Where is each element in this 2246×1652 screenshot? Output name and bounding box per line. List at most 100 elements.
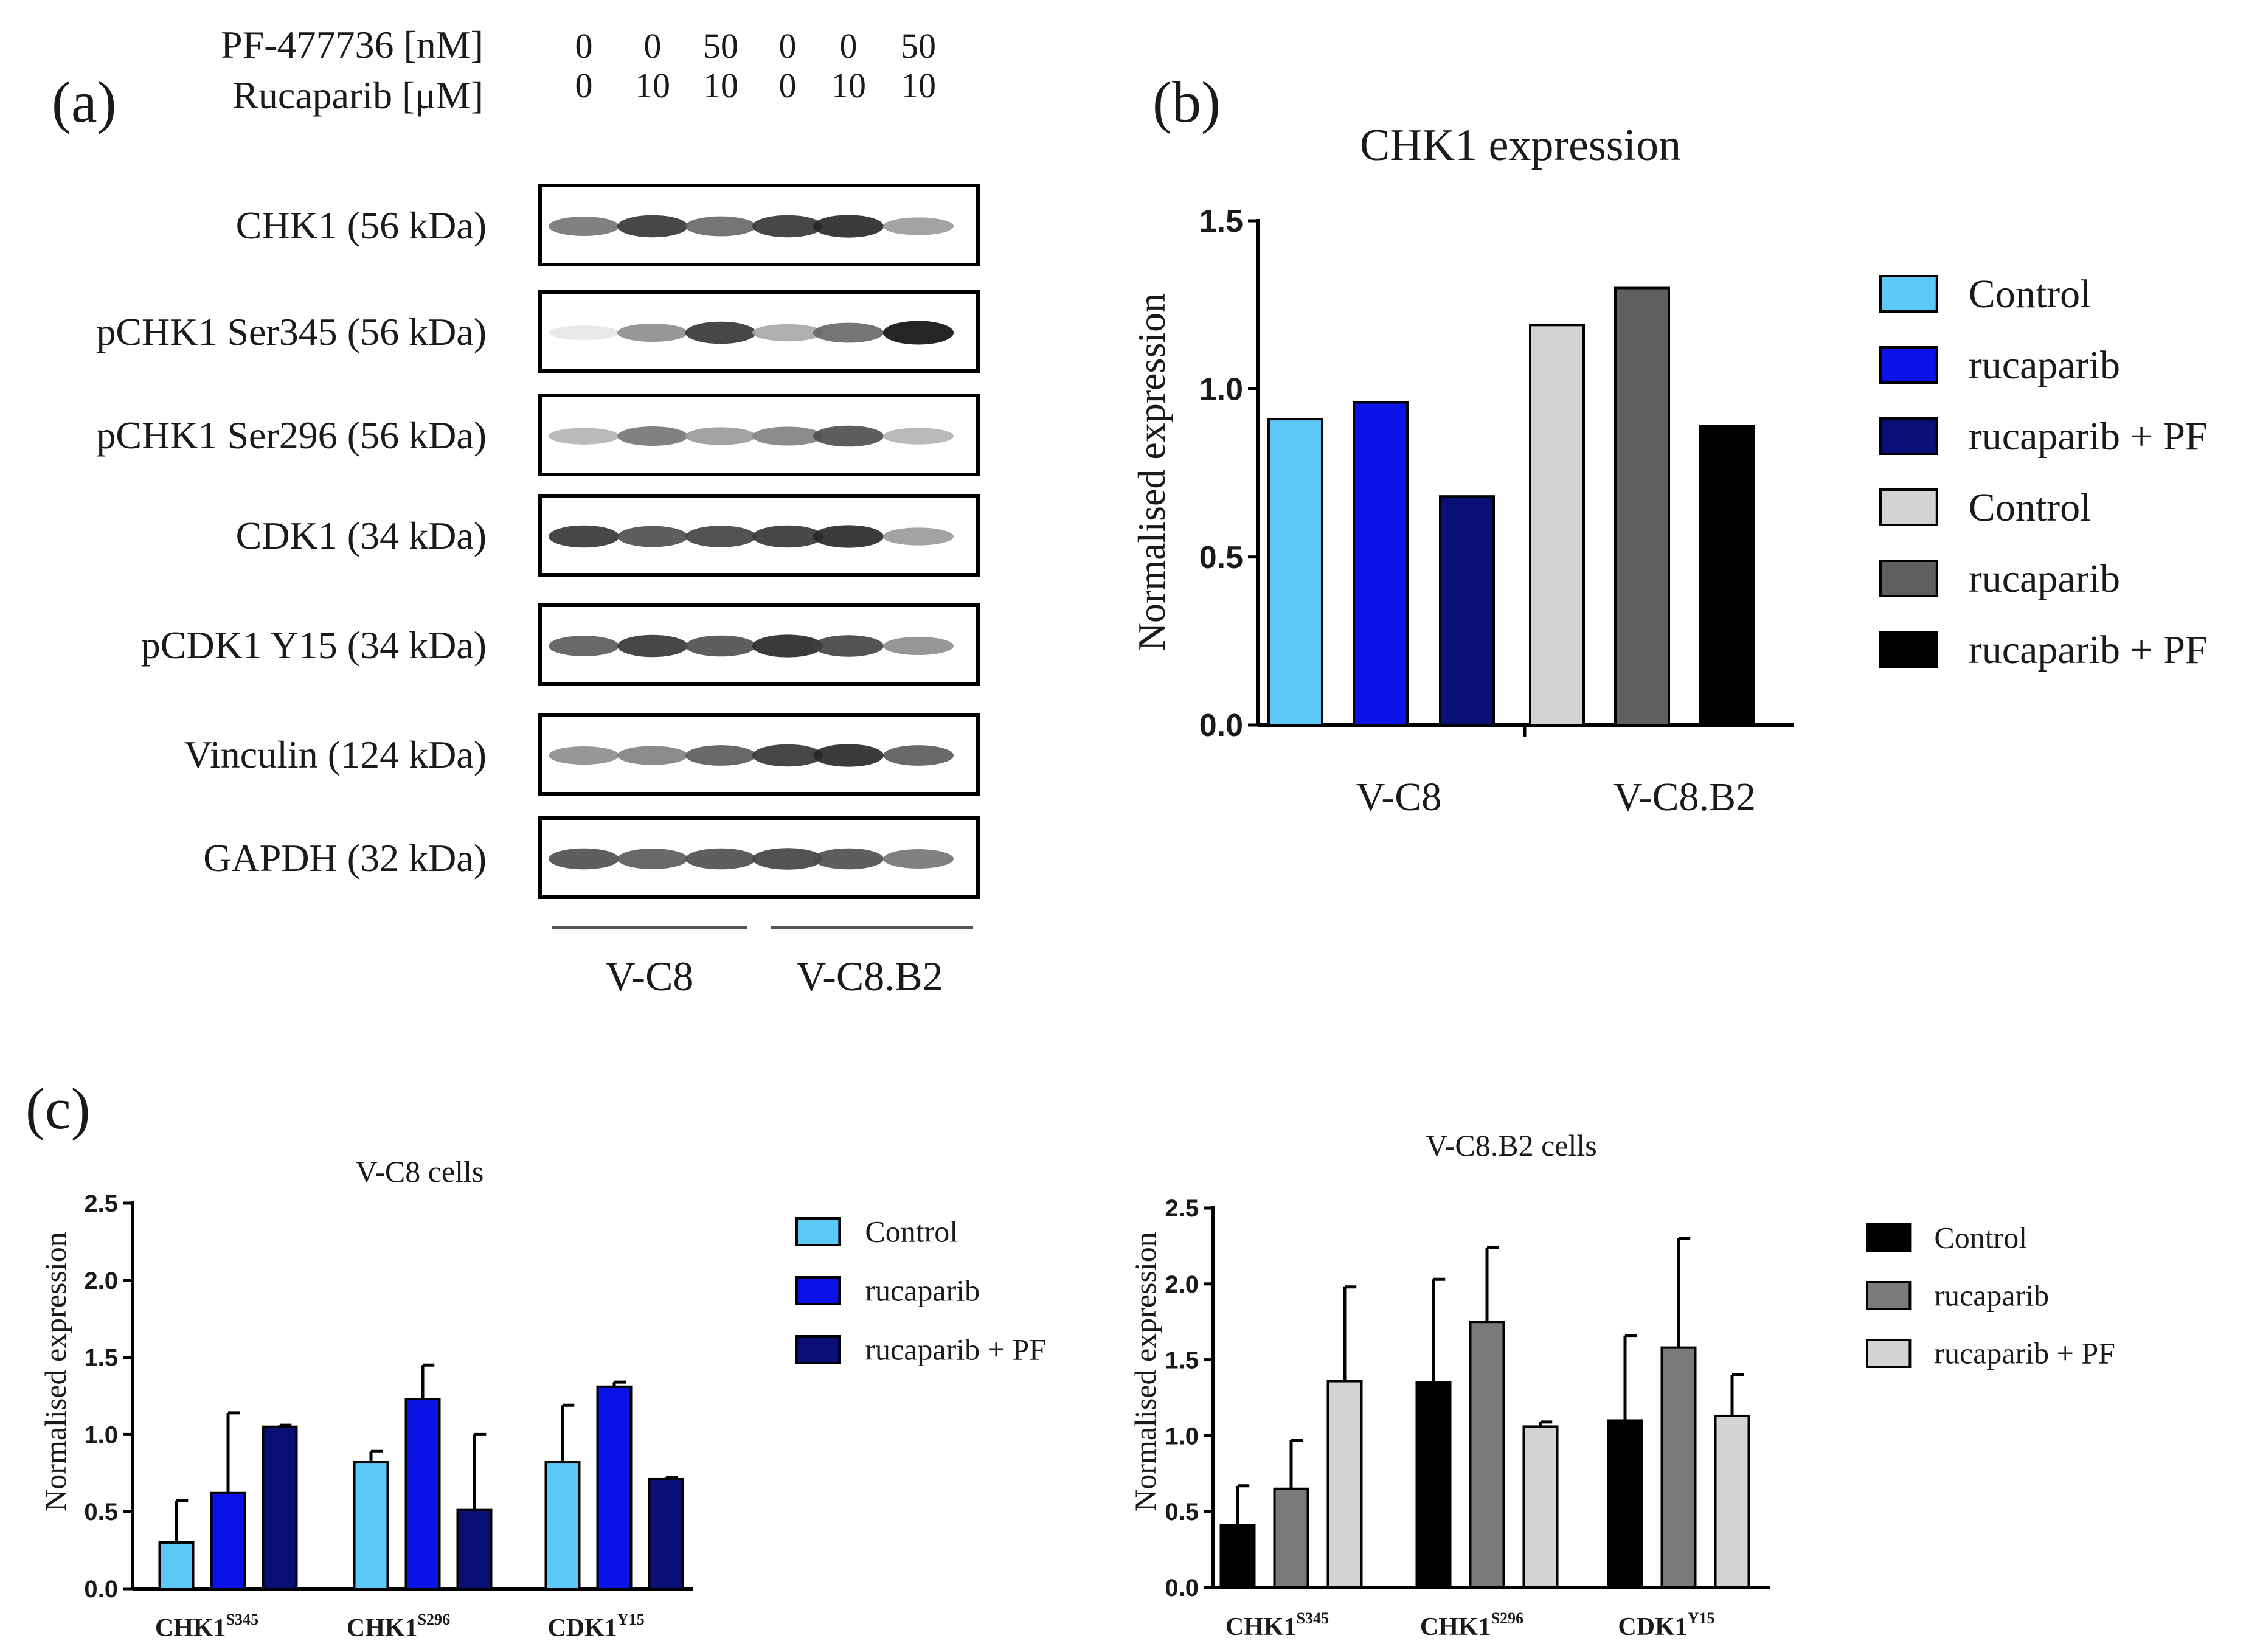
x-category-base: CHK1 bbox=[347, 1614, 418, 1642]
blot-band bbox=[813, 425, 884, 447]
bar bbox=[1529, 324, 1585, 726]
blot-band bbox=[813, 744, 884, 767]
y-tick-label: 1.0 bbox=[1165, 1423, 1199, 1449]
bar bbox=[1607, 1419, 1643, 1589]
chart-c2-ylabel: Normalised expression bbox=[1128, 1232, 1162, 1511]
y-tick-label: 0.0 bbox=[84, 1576, 118, 1603]
y-tick-label: 1.0 bbox=[1199, 372, 1243, 408]
bar bbox=[1267, 418, 1323, 726]
blot-band bbox=[883, 636, 954, 656]
blot-label: pCDK1 Y15 (34 kDa) bbox=[141, 623, 487, 667]
y-tick-label: 2.5 bbox=[1165, 1195, 1199, 1222]
legend-label: rucaparib bbox=[1969, 557, 2120, 601]
y-tick-label: 0.0 bbox=[1165, 1575, 1199, 1602]
x-category-base: CDK1 bbox=[1618, 1613, 1687, 1641]
blot-band bbox=[813, 215, 884, 238]
blot-label: pCHK1 Ser345 (56 kDa) bbox=[96, 310, 487, 353]
treatment-value: 0 bbox=[779, 66, 797, 105]
legend-label: rucaparib bbox=[1934, 1279, 2049, 1313]
blot-band bbox=[883, 428, 954, 445]
chart-b-plot: 0.0 0.5 1.0 1.5 V-C8 V-C8.B2 bbox=[1199, 204, 1794, 819]
x-category-label: V-C8 bbox=[1356, 775, 1442, 819]
bar bbox=[210, 1491, 246, 1591]
blot-band bbox=[617, 426, 688, 446]
blot-band bbox=[813, 848, 884, 870]
treatment-value: 50 bbox=[703, 26, 738, 66]
blot-band bbox=[813, 322, 884, 343]
bar bbox=[1353, 401, 1409, 726]
blot-band bbox=[685, 427, 756, 445]
legend-swatch bbox=[795, 1217, 841, 1246]
bar bbox=[353, 1461, 389, 1591]
treatment-value: 10 bbox=[635, 66, 670, 105]
legend-swatch bbox=[1879, 560, 1938, 597]
blot-band bbox=[549, 525, 619, 548]
blot-band bbox=[617, 323, 688, 342]
blot-label: CDK1 (34 kDa) bbox=[236, 514, 487, 557]
legend-label: Control bbox=[1969, 272, 2092, 316]
y-tick-label: 2.5 bbox=[84, 1190, 118, 1217]
bar bbox=[1326, 1380, 1363, 1589]
legend-label: rucaparib + PF bbox=[1969, 414, 2208, 459]
blot-band bbox=[617, 634, 688, 658]
chart-b-title: CHK1 expression bbox=[1360, 120, 1681, 170]
bar bbox=[648, 1477, 684, 1591]
y-tick-label: 0.5 bbox=[84, 1499, 118, 1525]
legend-label: Control bbox=[1969, 485, 2092, 530]
treatment-value: 0 bbox=[644, 26, 662, 66]
legend-swatch bbox=[1879, 631, 1938, 668]
bar bbox=[456, 1508, 493, 1591]
legend-label: Control bbox=[865, 1215, 958, 1249]
blot-label: CHK1 (56 kDa) bbox=[236, 204, 487, 247]
blot-band bbox=[549, 636, 619, 656]
blot-label: Vinculin (124 kDa) bbox=[184, 733, 487, 776]
blot-rows: CHK1 (56 kDa) pCHK1 Ser345 (56 kDa) pCHK1 … bbox=[96, 184, 980, 899]
y-tick-label: 0.5 bbox=[1199, 540, 1243, 575]
bar bbox=[1219, 1524, 1256, 1589]
legend-swatch bbox=[1866, 1281, 1912, 1310]
treatment-value: 0 bbox=[840, 26, 858, 66]
bar bbox=[404, 1398, 441, 1591]
blot-band bbox=[752, 426, 823, 446]
x-category-label: CDK1Y15 bbox=[1618, 1609, 1714, 1641]
treatment-row-label-pf: PF-477736 [nM] bbox=[221, 23, 484, 66]
blot-band bbox=[685, 848, 756, 870]
blot-band bbox=[813, 525, 884, 548]
legend-swatch bbox=[1879, 346, 1938, 384]
blot-band bbox=[617, 215, 688, 238]
x-category-sup: S296 bbox=[1491, 1609, 1524, 1627]
chart-c1-title: V-C8 cells bbox=[356, 1154, 484, 1189]
blot-band bbox=[752, 634, 823, 658]
y-tick-label: 1.5 bbox=[1165, 1347, 1199, 1374]
blot-band bbox=[883, 217, 954, 235]
bar bbox=[1614, 286, 1670, 726]
panel-a-western-blot: (a) PF-477736 [nM] Rucaparib [μM] 0 0 50 0 0… bbox=[52, 23, 980, 999]
bar bbox=[1699, 425, 1755, 726]
panel-c-label: (c) bbox=[26, 1076, 91, 1141]
treatment-values: 0 0 50 0 0 500 10 10 0 10 10 bbox=[575, 26, 937, 105]
bar bbox=[1415, 1381, 1452, 1589]
group-label-vc8b2: V-C8.B2 bbox=[796, 953, 943, 999]
chart-c2-legend: Control rucaparib rucaparib + PF bbox=[1866, 1221, 2115, 1370]
chart-c1-legend: Control rucaparib rucaparib + PF bbox=[795, 1215, 1046, 1367]
treatment-value: 0 bbox=[575, 26, 593, 66]
blot-band bbox=[685, 745, 756, 766]
bar bbox=[1273, 1487, 1309, 1589]
blot-band bbox=[685, 321, 756, 344]
x-category-label: CDK1Y15 bbox=[547, 1611, 644, 1642]
bar bbox=[596, 1385, 633, 1590]
panel-c-charts: (c) V-C8 cells Normalised expression 0.0… bbox=[26, 1076, 2115, 1642]
x-category-label: V-C8.B2 bbox=[1613, 775, 1756, 819]
panel-b-chk1-chart: (b) CHK1 expression Normalised expressio… bbox=[1130, 69, 2208, 819]
bar bbox=[1660, 1346, 1697, 1589]
x-category-sup: S345 bbox=[1297, 1609, 1329, 1627]
legend-swatch bbox=[1879, 275, 1938, 313]
chart-b-ylabel: Normalised expression bbox=[1130, 293, 1173, 651]
legend-label: rucaparib bbox=[865, 1274, 980, 1308]
legend-swatch bbox=[1879, 488, 1938, 526]
blot-band bbox=[549, 428, 619, 445]
bar bbox=[1714, 1414, 1750, 1589]
